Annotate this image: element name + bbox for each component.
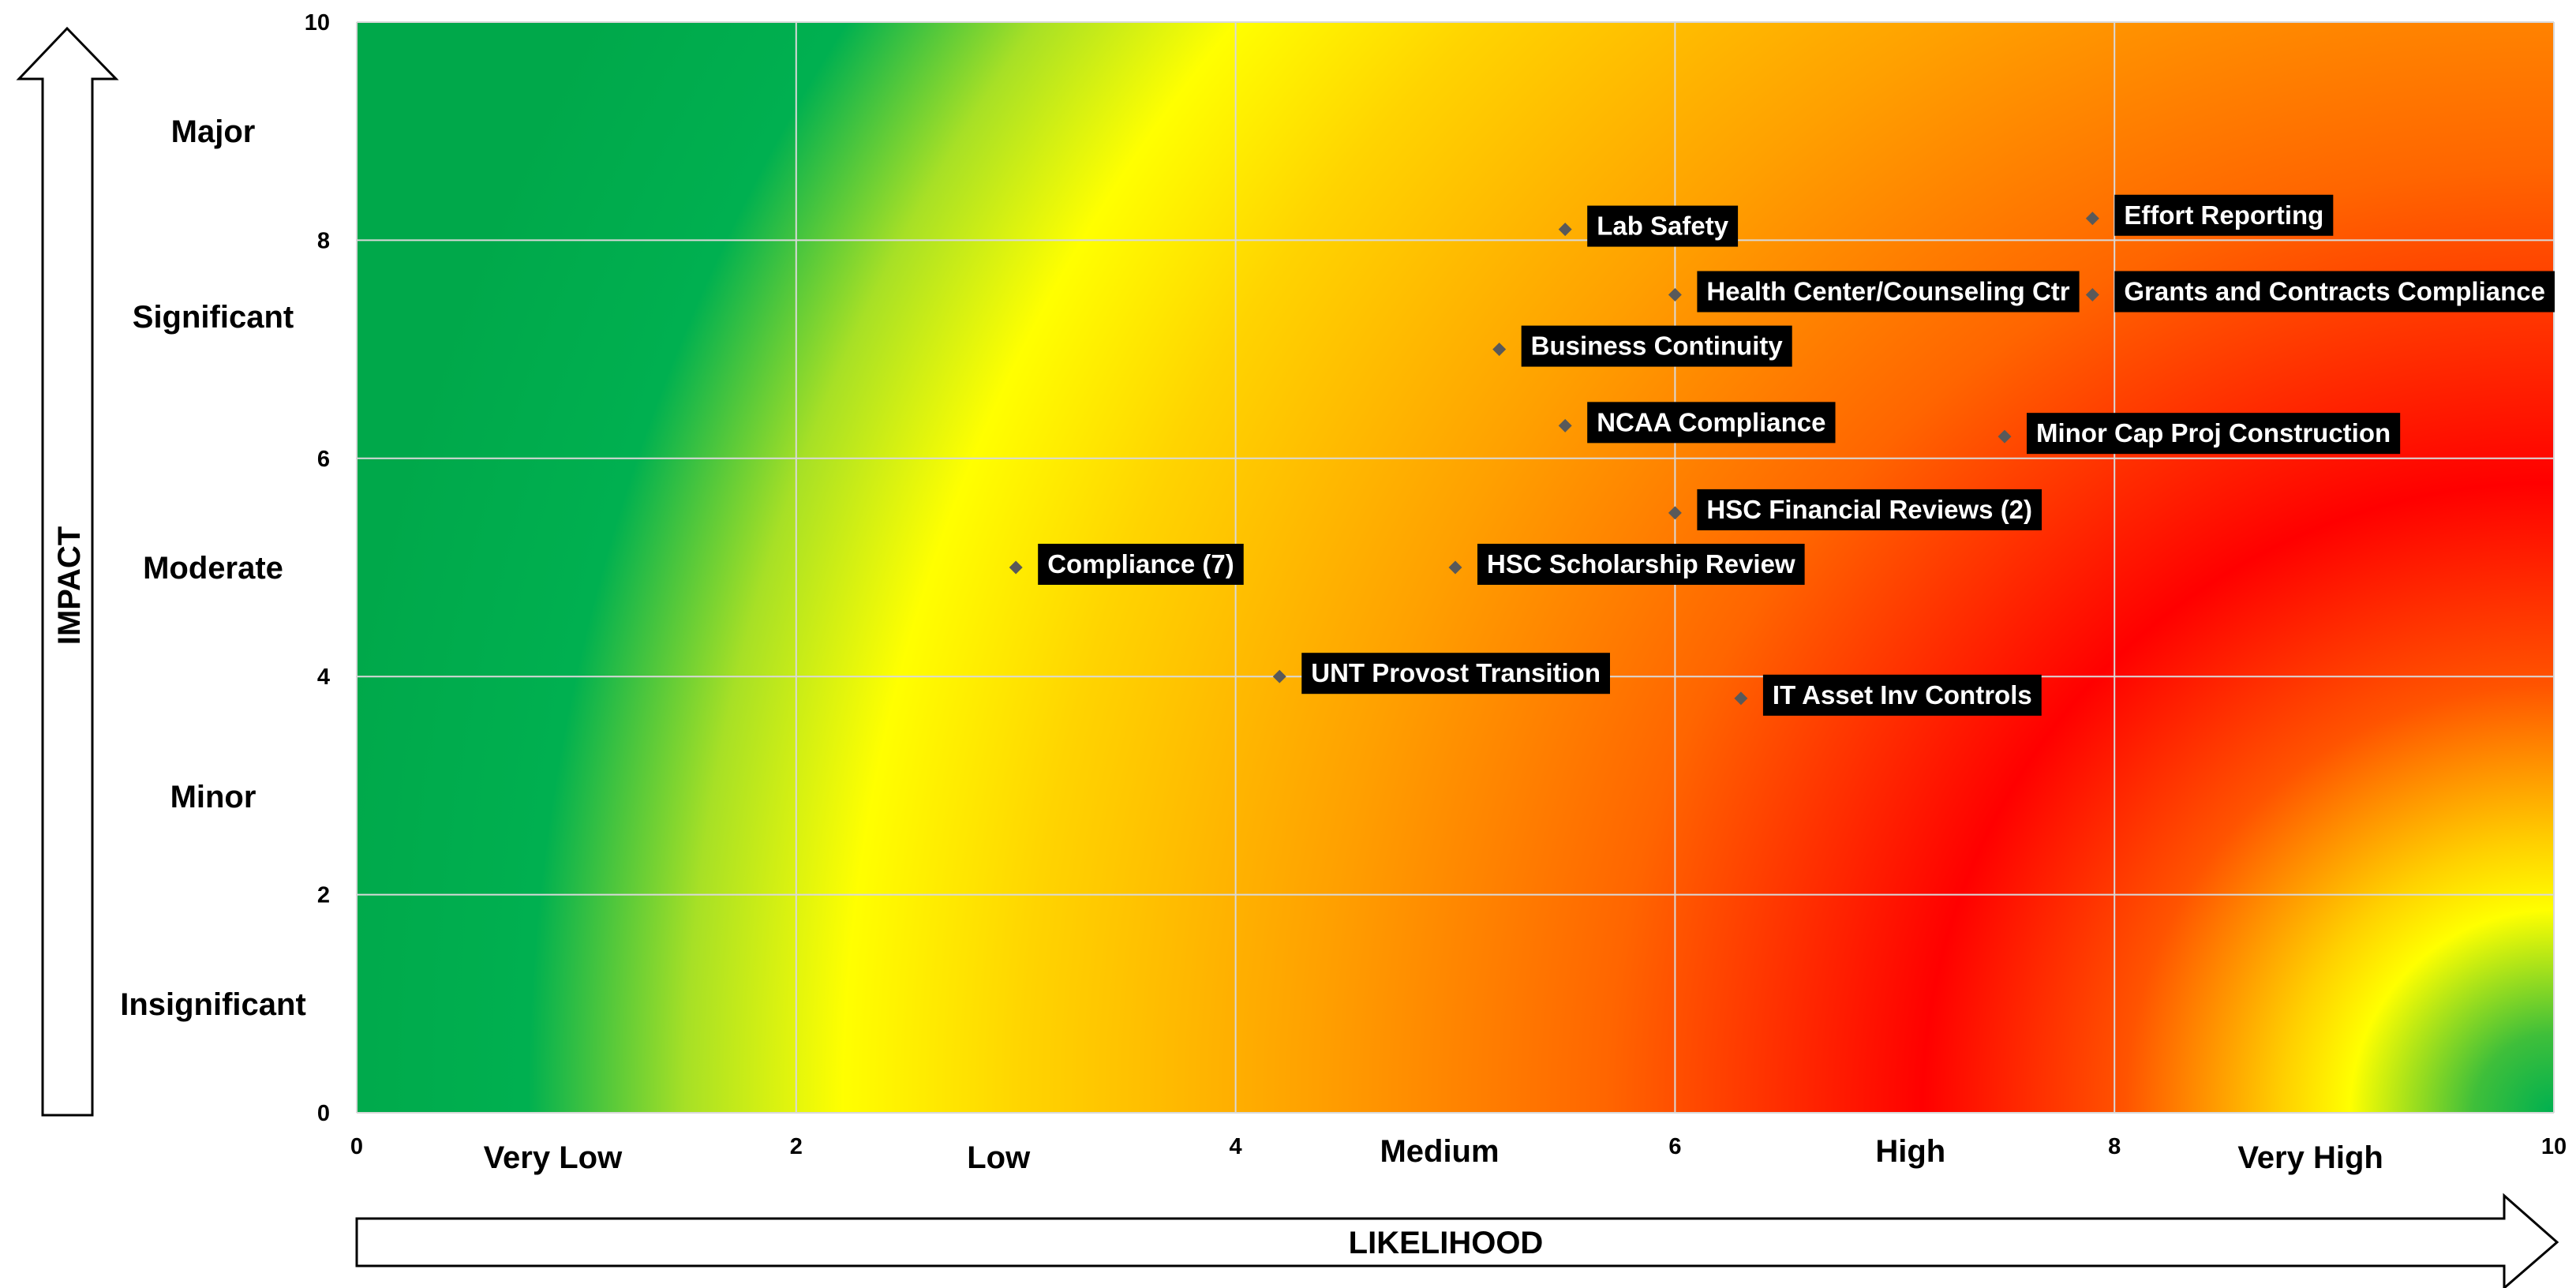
y-category-label: Moderate [143, 551, 283, 586]
point-label: Business Continuity [1531, 331, 1784, 361]
impact-arrow [16, 26, 119, 1117]
point-marker [1272, 669, 1286, 683]
x-tick-label: 2 [790, 1134, 803, 1159]
x-tick-label: 4 [1230, 1134, 1242, 1159]
data-point: Compliance (7) [1009, 544, 1244, 585]
point-label-box [1697, 271, 2080, 313]
y-tick-label: 10 [305, 10, 330, 36]
point-label: UNT Provost Transition [1311, 658, 1601, 687]
point-label-box [1762, 674, 2042, 716]
x-tick-label: 0 [350, 1134, 363, 1159]
data-point: HSC Scholarship Review [1448, 544, 1805, 585]
point-label: HSC Scholarship Review [1487, 549, 1795, 578]
point-label: IT Asset Inv Controls [1773, 680, 2032, 710]
y-tick-label: 0 [317, 1101, 330, 1126]
point-marker [1009, 560, 1023, 575]
point-label: Effort Reporting [2124, 200, 2323, 230]
y-tick-label: 2 [317, 883, 330, 908]
point-label: HSC Financial Reviews (2) [1706, 495, 2032, 524]
x-tick-label: 8 [2108, 1134, 2121, 1159]
x-tick-label: 10 [2541, 1134, 2567, 1159]
x-category-label: Medium [1380, 1134, 1499, 1169]
impact-axis-title: IMPACT [52, 526, 87, 645]
likelihood-axis-title: LIKELIHOOD [1349, 1226, 1544, 1260]
data-point: UNT Provost Transition [1272, 653, 1610, 695]
y-category-label: Significant [133, 300, 294, 335]
likelihood-arrow [355, 1193, 2559, 1288]
data-point: Lab Safety [1558, 205, 1739, 247]
point-label-box [1521, 325, 1792, 367]
point-label: Compliance (7) [1047, 549, 1234, 578]
point-label-box [2114, 194, 2334, 236]
point-marker [1668, 506, 1682, 520]
y-category-label: Insignificant [120, 987, 306, 1022]
point-label-box [1587, 205, 1739, 247]
data-point: HSC Financial Reviews (2) [1668, 489, 2042, 530]
x-category-label: High [1875, 1134, 1945, 1169]
data-point: Health Center/Counseling Ctr [1668, 271, 2080, 313]
point-marker [1558, 418, 1572, 432]
point-marker [1734, 691, 1748, 706]
x-tick-label: 6 [1668, 1134, 1681, 1159]
point-label: NCAA Compliance [1597, 407, 1825, 436]
y-tick-label: 8 [317, 228, 330, 253]
data-point: Effort Reporting [2085, 194, 2334, 236]
point-label-box [1038, 544, 1244, 585]
x-category-label: Very Low [484, 1140, 623, 1175]
y-category-label: Minor [170, 780, 256, 814]
data-point: Grants and Contracts Compliance [2085, 271, 2555, 313]
x-category-label: Low [967, 1140, 1031, 1175]
data-point: IT Asset Inv Controls [1734, 674, 2042, 716]
point-label: Lab Safety [1597, 212, 1729, 241]
data-points: Lab Safety Effort Reporting Health Center/… [1009, 194, 2555, 716]
data-point: NCAA Compliance [1558, 402, 1836, 444]
y-tick-label: 4 [317, 665, 330, 690]
point-label-box [1301, 653, 1610, 695]
y-category-label: Major [171, 114, 256, 149]
category-labels: Very Low Low Medium High Very High Major Signi… [120, 114, 2383, 1175]
point-marker [1448, 560, 1462, 575]
point-label: Health Center/Counseling Ctr [1706, 277, 2069, 306]
point-label-box [1477, 544, 1805, 585]
point-label: Grants and Contracts Compliance [2124, 277, 2545, 306]
data-point: Business Continuity [1492, 325, 1792, 367]
point-label-box [2027, 413, 2401, 455]
point-marker [1998, 429, 2012, 444]
axis-ticks: 0 2 4 6 8 10 0 2 4 6 8 10 [305, 10, 2567, 1159]
point-label-box [2114, 271, 2555, 313]
point-label-box [1697, 489, 2042, 530]
x-category-label: Very High [2237, 1140, 2383, 1175]
point-label: Minor Cap Proj Construction [2036, 418, 2391, 447]
point-label-box [1587, 402, 1836, 444]
data-point: Minor Cap Proj Construction [1998, 413, 2401, 455]
y-tick-label: 6 [317, 447, 330, 472]
